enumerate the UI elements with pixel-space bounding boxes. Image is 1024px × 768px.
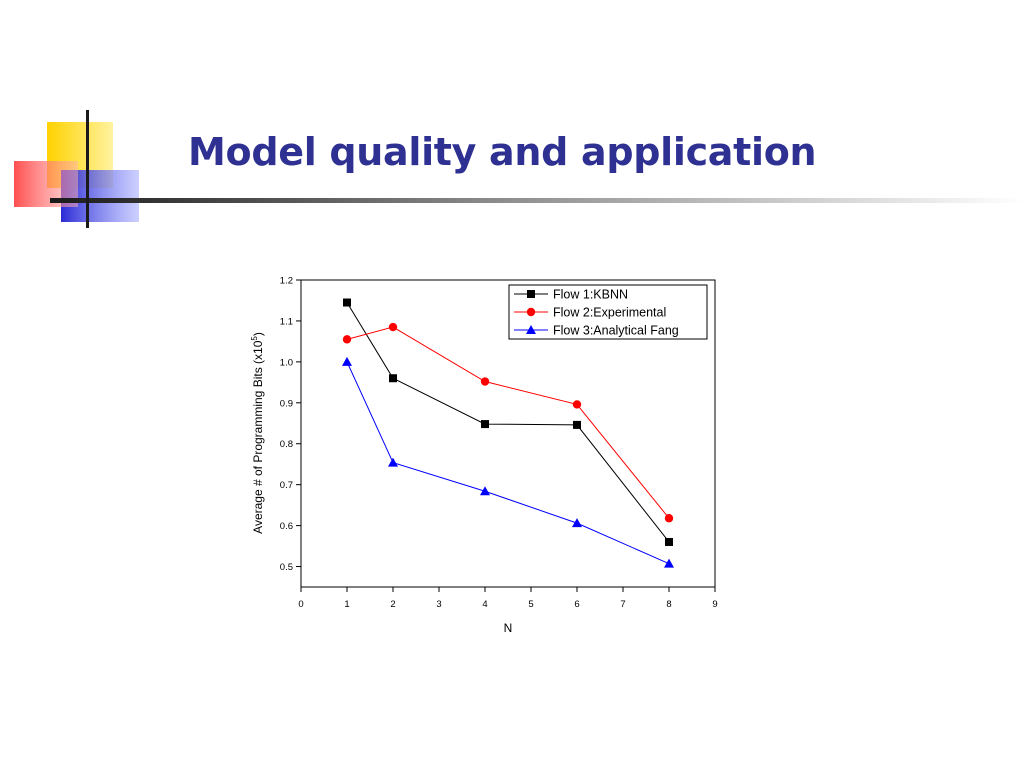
legend-label: Flow 2:Experimental [553, 306, 666, 320]
series-2-point [342, 335, 352, 344]
x-tick-label: 9 [712, 599, 717, 610]
y-tick-label: 0.8 [280, 439, 293, 450]
chart-markers [342, 298, 674, 568]
plot-frame [300, 279, 716, 588]
x-tick-label: 0 [298, 599, 303, 610]
y-tick-label: 0.5 [280, 562, 293, 573]
legend-marker [526, 325, 536, 334]
x-tick-label: 1 [344, 599, 349, 610]
x-tick-label: 4 [482, 599, 487, 610]
series-1-point [343, 298, 351, 307]
legend-marker [527, 290, 535, 298]
legend-label: Flow 3:Analytical Fang [553, 324, 679, 338]
series-3-point [572, 518, 582, 528]
y-tick-label: 0.7 [280, 480, 293, 491]
legend-label: Flow 1:KBNN [553, 288, 628, 302]
slide-title: Model quality and application [188, 130, 817, 174]
series-3-point [388, 457, 398, 467]
y-axis-title-suffix: ) [251, 332, 265, 336]
x-tick-label: 7 [620, 599, 625, 610]
series-2-point [480, 377, 490, 386]
y-tick-label: 0.9 [280, 398, 293, 409]
x-tick-label: 6 [574, 599, 579, 610]
x-tick-label: 5 [528, 599, 533, 610]
chart-legend: Flow 1:KBNN Flow 2:Experimental Flow 3:Ana… [508, 284, 708, 340]
series-3-point [342, 356, 352, 366]
chart-lines [346, 302, 670, 565]
series-1-point [665, 537, 673, 546]
legend-marker [526, 307, 536, 317]
y-axis-title: Average # of Programming Bits (x105) [250, 332, 265, 534]
series-3-point [664, 558, 674, 568]
vertical-rule [86, 110, 89, 228]
series-2-point [664, 514, 674, 523]
chart-axes [300, 279, 716, 588]
x-tick-label: 3 [436, 599, 441, 610]
series-line-2 [346, 326, 670, 519]
slide-decoration [14, 110, 1024, 228]
series-3-point [480, 486, 490, 496]
y-tick-label: 1.2 [280, 276, 293, 287]
series-1-point [389, 374, 397, 383]
y-axis-title-exponent: 5 [250, 336, 259, 341]
title-rule [50, 198, 1024, 203]
series-2-point [572, 400, 582, 409]
y-tick-label: 0.6 [280, 521, 293, 532]
x-axis-title: N [504, 621, 513, 635]
y-axis-title-main: Average # of Programming Bits (x10 [251, 340, 265, 534]
x-tick-label: 2 [390, 599, 395, 610]
y-tick-label: 1.0 [280, 357, 293, 368]
series-1-point [481, 420, 489, 429]
series-1-point [573, 420, 581, 429]
y-tick-label: 1.1 [280, 316, 293, 327]
series-2-point [388, 322, 398, 332]
chart-ticks: 0 1 2 3 4 5 6 7 8 9 0.5 0.6 0.7 0.8 0.9 1.0 1.1 1.2 [280, 276, 718, 611]
x-tick-label: 8 [666, 599, 671, 610]
